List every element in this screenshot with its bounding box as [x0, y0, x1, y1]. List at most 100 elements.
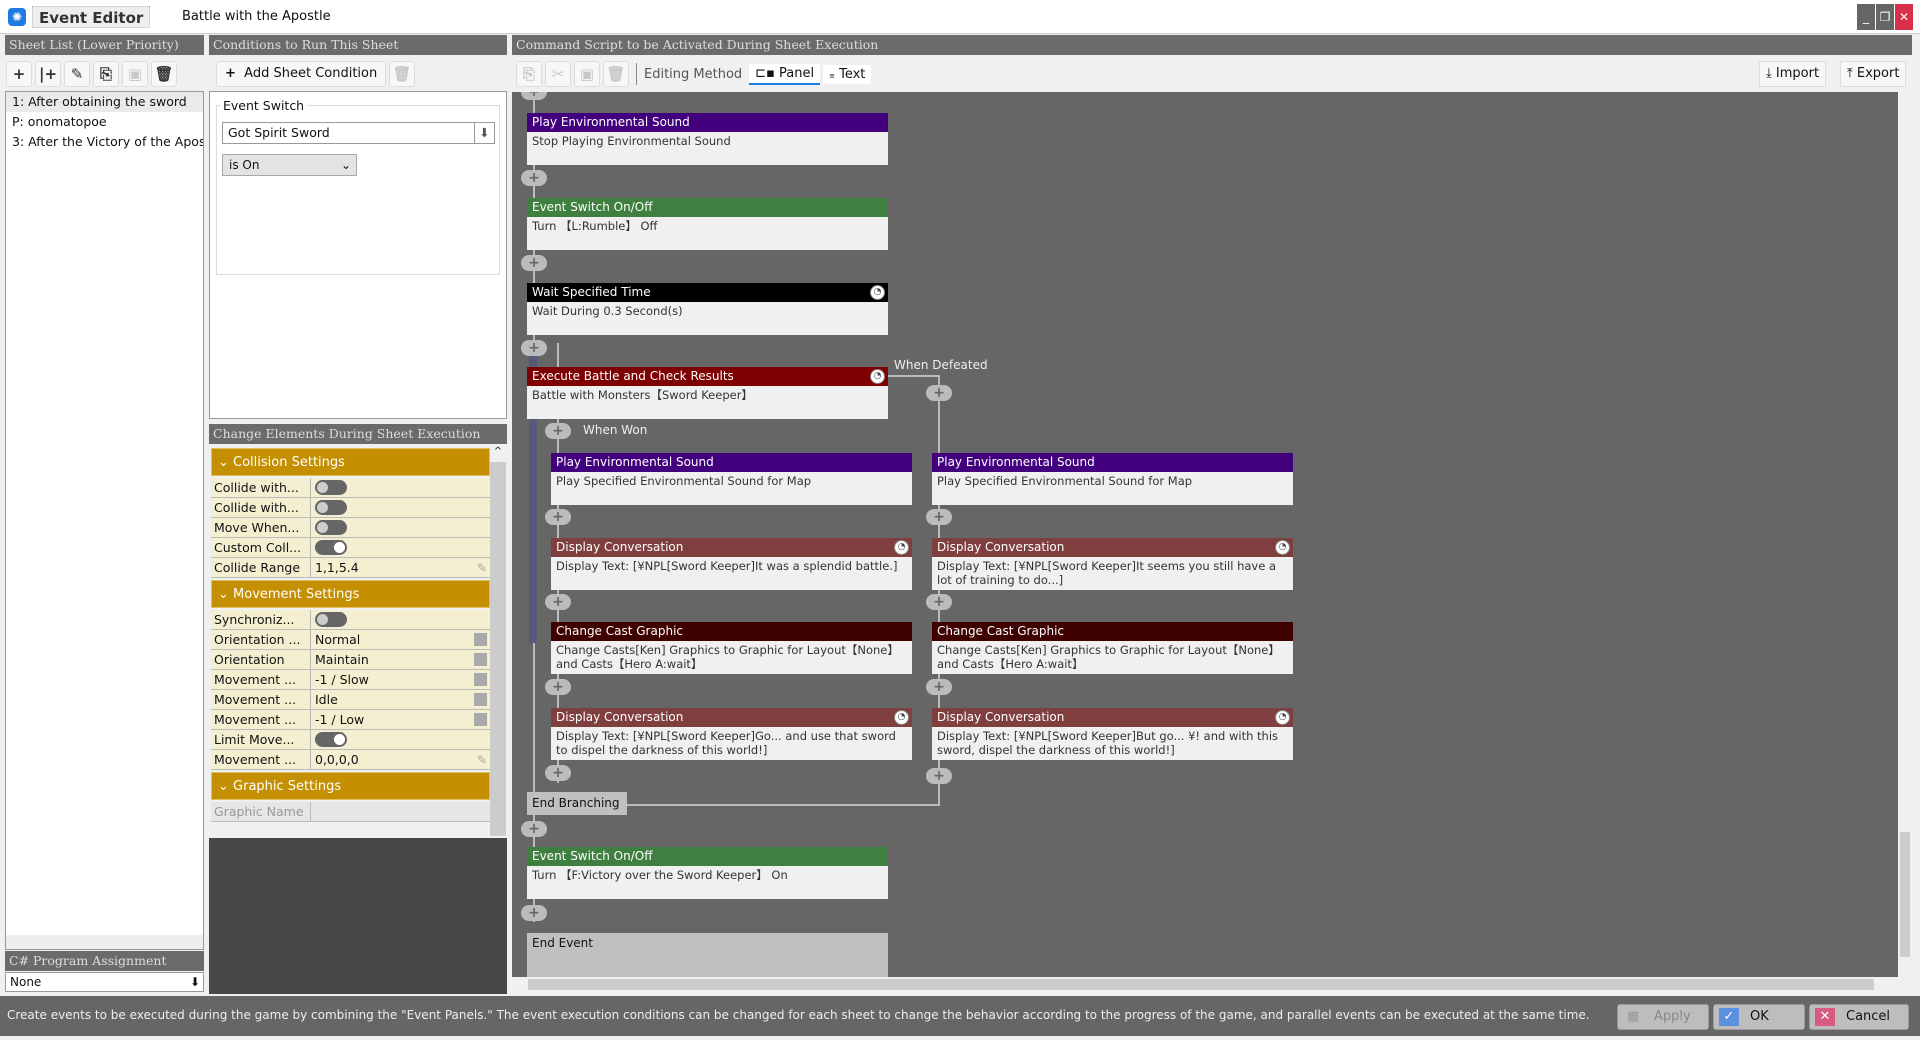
switch-select[interactable]: Got Spirit Sword ⬇	[222, 122, 495, 144]
add-sheet-condition-button[interactable]: + Add Sheet Condition	[216, 61, 387, 87]
pencil-icon[interactable]: ✎	[476, 753, 487, 767]
property-select[interactable]: Normal	[311, 630, 490, 649]
toggle-switch[interactable]	[315, 480, 347, 495]
toggle-switch[interactable]	[315, 520, 347, 535]
import-button[interactable]: ⤓ Import	[1759, 61, 1827, 87]
insert-plus-icon[interactable]: +	[545, 423, 571, 439]
property-grid-scrollbar[interactable]: ^	[490, 446, 506, 836]
command-block[interactable]: Event Switch On/Off Turn 【L:Rumble】 Off	[527, 198, 888, 250]
script-canvas[interactable]: When Defeated When Won + + + + + + + + +…	[512, 92, 1898, 977]
property-select[interactable]: -1 / Slow	[311, 670, 490, 689]
insert-plus-icon[interactable]: +	[926, 509, 952, 525]
add-sheet-icon[interactable]: +	[6, 61, 32, 87]
edit-sheet-icon[interactable]: ✎	[64, 61, 90, 87]
property-select[interactable]: Idle	[311, 690, 490, 709]
toggle-switch[interactable]	[315, 500, 347, 515]
command-block[interactable]: Display Conversation ◔ Display Text: [¥NPL…	[932, 538, 1293, 590]
section-collision-settings[interactable]: ⌄ Collision Settings	[211, 448, 490, 476]
insert-plus-icon[interactable]: +	[926, 679, 952, 695]
command-block[interactable]: Event Switch On/Off Turn 【F:Victory over …	[527, 847, 888, 899]
insert-plus-icon[interactable]: +	[545, 765, 571, 781]
delete-icon[interactable]: 🗑	[603, 61, 629, 87]
csharp-select[interactable]: None ⬇	[5, 972, 204, 992]
property-row: Collide with...	[211, 498, 490, 518]
delete-sheet-icon[interactable]: 🗑	[151, 61, 177, 87]
apply-button[interactable]: ▦ Apply	[1617, 1004, 1709, 1030]
pencil-icon[interactable]: ✎	[476, 561, 487, 575]
restore-button[interactable]: ❐	[1876, 4, 1894, 30]
command-block[interactable]: Play Environmental Sound Play Specified E…	[932, 453, 1293, 505]
status-text: Create events to be executed during the …	[7, 1008, 1590, 1022]
cut-icon[interactable]: ✂	[545, 61, 571, 87]
text-mode-button[interactable]: ≡ Text	[823, 64, 872, 84]
canvas-vscrollbar[interactable]	[1898, 92, 1912, 977]
toggle-switch[interactable]	[315, 732, 347, 747]
insert-plus-icon[interactable]: +	[521, 340, 547, 356]
copy-icon[interactable]: ⎘	[516, 61, 542, 87]
section-movement-settings[interactable]: ⌄ Movement Settings	[211, 580, 490, 608]
dropdown-icon	[474, 713, 487, 726]
scroll-up-icon[interactable]: ^	[490, 446, 506, 462]
insert-plus-icon[interactable]: +	[545, 509, 571, 525]
vscroll-thumb[interactable]	[1900, 832, 1910, 957]
ok-button[interactable]: ✓ OK	[1713, 1004, 1805, 1030]
property-value[interactable]: 1,1,5.4 ✎	[311, 558, 490, 577]
property-row: Orientation Maintain	[211, 650, 490, 670]
clock-icon: ◔	[894, 710, 909, 725]
insert-plus-icon[interactable]: +	[521, 170, 547, 186]
hscroll-thumb[interactable]	[528, 979, 1874, 990]
text-label: Text	[839, 66, 866, 82]
minimize-button[interactable]: _	[1857, 4, 1875, 30]
toggle-switch[interactable]	[315, 612, 347, 627]
command-block[interactable]: Execute Battle and Check Results ◔ Battle …	[527, 367, 888, 419]
end-event-block[interactable]: End Event	[527, 933, 888, 977]
block-body: Display Text: [¥NPL[Sword Keeper]It seem…	[932, 557, 1293, 590]
sheet-item[interactable]: 1: After obtaining the sword	[6, 92, 203, 112]
property-label: Orientation	[211, 650, 311, 669]
command-block[interactable]: Change Cast Graphic Change Casts[Ken] Gra…	[932, 622, 1293, 674]
command-block[interactable]: Display Conversation ◔ Display Text: [¥NPL…	[932, 708, 1293, 760]
command-block[interactable]: Display Conversation ◔ Display Text: [¥NPL…	[551, 538, 912, 590]
canvas-hscrollbar[interactable]	[512, 977, 1898, 992]
insert-plus-icon[interactable]: +	[545, 679, 571, 695]
block-body: Play Specified Environmental Sound for M…	[551, 472, 912, 505]
property-select[interactable]: Maintain	[311, 650, 490, 669]
property-select[interactable]: -1 / Low	[311, 710, 490, 729]
property-row: Movement ... 0,0,0,0 ✎	[211, 750, 490, 770]
command-block[interactable]: Display Conversation ◔ Display Text: [¥NPL…	[551, 708, 912, 760]
insert-plus-icon[interactable]: +	[926, 594, 952, 610]
section-graphic-settings[interactable]: ⌄ Graphic Settings	[211, 772, 490, 800]
insert-plus-icon[interactable]: +	[926, 768, 952, 784]
insert-plus-icon[interactable]: +	[521, 821, 547, 837]
command-block[interactable]: Play Environmental Sound Play Specified E…	[551, 453, 912, 505]
paste-sheet-icon[interactable]: ▣	[122, 61, 148, 87]
insert-plus-icon[interactable]: +	[521, 92, 547, 100]
state-select[interactable]: is On ⌄	[222, 154, 357, 176]
copy-sheet-icon[interactable]: ⎘	[93, 61, 119, 87]
block-title: Change Cast Graphic	[551, 622, 912, 641]
insert-plus-icon[interactable]: +	[521, 255, 547, 271]
cancel-button[interactable]: ✕ Cancel	[1809, 1004, 1909, 1030]
block-title: Play Environmental Sound	[932, 453, 1293, 472]
insert-plus-icon[interactable]: +	[521, 905, 547, 921]
property-value[interactable]: 0,0,0,0 ✎	[311, 750, 490, 769]
sheet-list-hscrollbar[interactable]	[6, 935, 203, 949]
clock-icon: ◔	[894, 540, 909, 555]
end-branching-block[interactable]: End Branching	[527, 792, 627, 815]
sheet-item[interactable]: 3: After the Victory of the Apostle	[12, 134, 203, 149]
insert-plus-icon[interactable]: +	[926, 385, 952, 401]
sheet-toolbar: + |+ ✎ ⎘ ▣ 🗑	[6, 61, 177, 87]
insert-plus-icon[interactable]: +	[545, 594, 571, 610]
command-block[interactable]: Play Environmental Sound Stop Playing Env…	[527, 113, 888, 165]
paste-icon[interactable]: ▣	[574, 61, 600, 87]
sheet-item[interactable]: P: onomatopoe	[12, 114, 107, 129]
cancel-label: Cancel	[1846, 1009, 1891, 1024]
insert-sheet-icon[interactable]: |+	[35, 61, 61, 87]
close-button[interactable]: ✕	[1895, 4, 1913, 30]
command-block[interactable]: Change Cast Graphic Change Casts[Ken] Gra…	[551, 622, 912, 674]
export-button[interactable]: ⤒ Export	[1840, 61, 1907, 87]
toggle-switch[interactable]	[315, 540, 347, 555]
panel-mode-button[interactable]: ⊏▪ Panel	[749, 63, 821, 85]
delete-condition-icon[interactable]: 🗑	[389, 61, 415, 87]
command-block[interactable]: Wait Specified Time ◔ Wait During 0.3 Seco…	[527, 283, 888, 335]
